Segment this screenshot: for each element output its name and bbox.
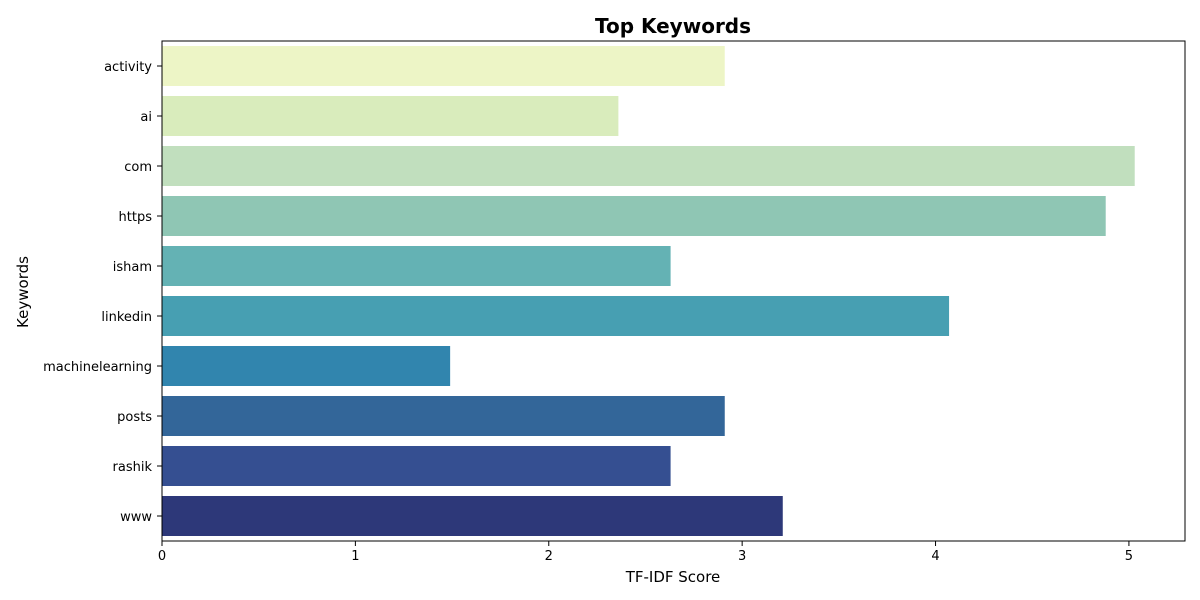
bar-rashik (162, 446, 671, 486)
y-tick-label: com (124, 160, 152, 175)
x-tick-label: 3 (738, 549, 746, 564)
bar-ai (162, 96, 619, 136)
bar-activity (162, 46, 725, 86)
x-tick-label: 1 (351, 549, 359, 564)
bar-com (162, 146, 1135, 186)
bar-machinelearning (162, 346, 451, 386)
y-tick-label: rashik (113, 460, 153, 475)
x-axis-ticks: 0 1 2 3 4 5 (158, 541, 1133, 564)
y-axis-label: Keywords (14, 256, 32, 328)
bar-www (162, 496, 783, 536)
bar-posts (162, 396, 725, 436)
x-tick-label: 4 (931, 549, 939, 564)
bars-group (162, 46, 1135, 536)
x-axis-label: TF-IDF Score (625, 568, 721, 586)
x-tick-label: 2 (545, 549, 553, 564)
plot-frame (161, 40, 1186, 542)
chart-title: Top Keywords (595, 14, 751, 38)
y-tick-label: https (119, 210, 153, 225)
bar-linkedin (162, 296, 950, 336)
y-tick-label: linkedin (101, 310, 152, 325)
x-tick-label: 0 (158, 549, 166, 564)
y-axis-ticks: activity ai com https isham linkedin machinele… (43, 60, 162, 525)
y-tick-label: isham (113, 260, 152, 275)
y-tick-label: machinelearning (43, 360, 152, 375)
bar-isham (162, 246, 671, 286)
x-tick-label: 5 (1125, 549, 1133, 564)
y-tick-label: www (120, 510, 152, 525)
y-tick-label: activity (104, 60, 152, 75)
y-tick-label: posts (117, 410, 152, 425)
bar-https (162, 196, 1106, 236)
y-tick-label: ai (140, 110, 152, 125)
